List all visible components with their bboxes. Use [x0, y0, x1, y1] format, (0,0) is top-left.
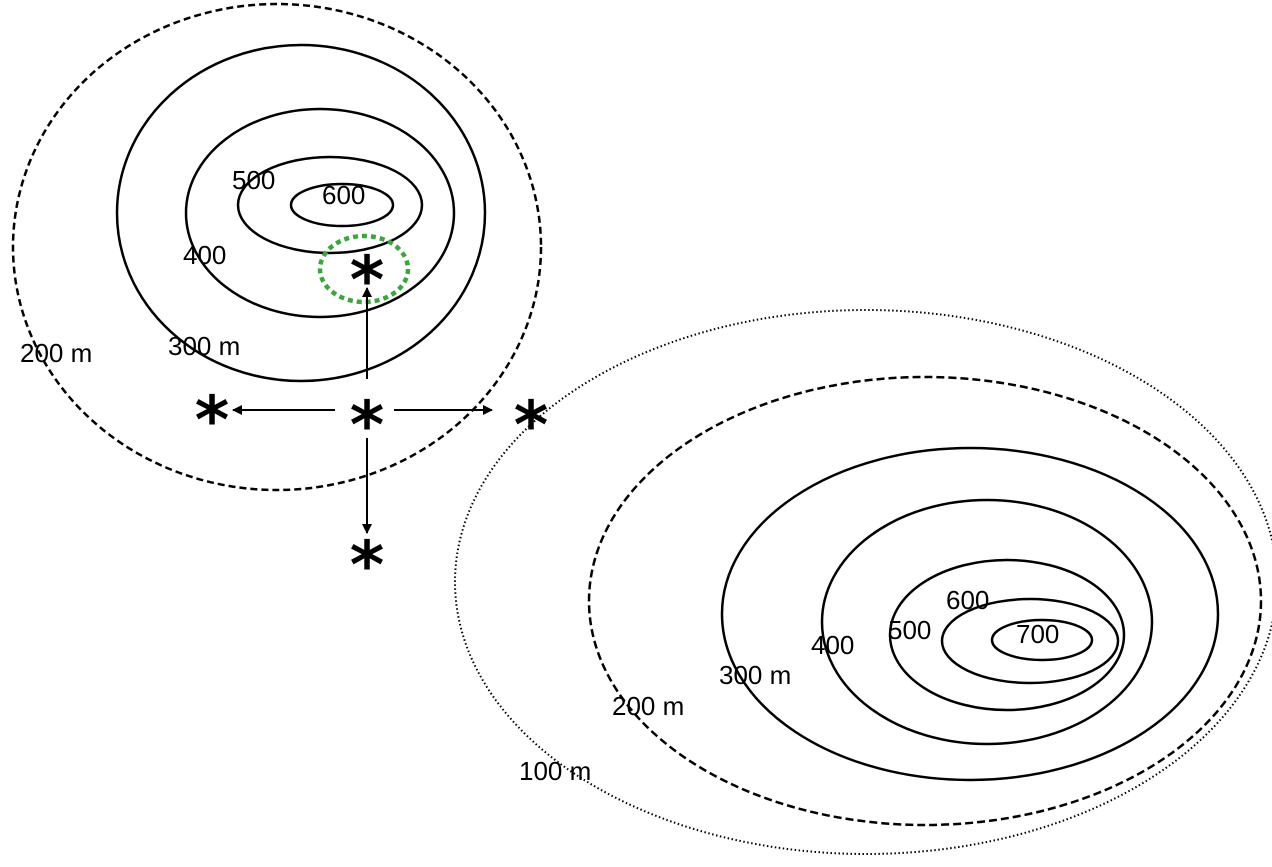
right-label-700: 700	[1016, 619, 1059, 649]
right-contour-100	[454, 309, 1272, 855]
right-label-400: 400	[811, 630, 854, 660]
neighbor-left-marker: *	[195, 382, 230, 459]
left-contour-500	[236, 155, 424, 255]
right-contour-600	[940, 597, 1120, 685]
right-hill	[454, 309, 1272, 855]
left-label-400: 400	[183, 240, 226, 270]
move-arrows	[232, 287, 493, 534]
right-contour-200	[587, 375, 1263, 827]
right-label-500: 500	[888, 615, 931, 645]
left-label-500: 500	[232, 165, 275, 195]
right-label-600: 600	[946, 585, 989, 615]
right-label-200: 200 m	[612, 691, 684, 721]
neighbor-right-marker: *	[514, 387, 549, 464]
current-position-marker: *	[350, 387, 385, 464]
left-hill	[11, 2, 543, 492]
right-contour-300	[720, 446, 1220, 782]
left-contour-600	[289, 182, 395, 228]
left-contour-400	[184, 107, 456, 319]
right-contour-400	[820, 498, 1154, 746]
right-hill-labels: 100 m 200 m 300 m 400 500 600 700	[519, 585, 1059, 786]
right-contour-500	[888, 558, 1126, 712]
left-contour-200	[11, 2, 543, 492]
neighbor-up-marker: *	[350, 242, 385, 319]
left-hill-labels: 200 m 300 m 400 500 600	[20, 165, 365, 368]
markers: * * * * *	[195, 242, 549, 604]
left-label-200: 200 m	[20, 338, 92, 368]
right-label-100: 100 m	[519, 756, 591, 786]
left-label-300: 300 m	[168, 331, 240, 361]
right-label-300: 300 m	[719, 660, 791, 690]
left-contour-300	[115, 43, 487, 383]
right-contour-700	[990, 618, 1094, 662]
neighbor-down-marker: *	[350, 527, 385, 604]
selection-ring	[317, 233, 411, 305]
left-label-600: 600	[322, 180, 365, 210]
